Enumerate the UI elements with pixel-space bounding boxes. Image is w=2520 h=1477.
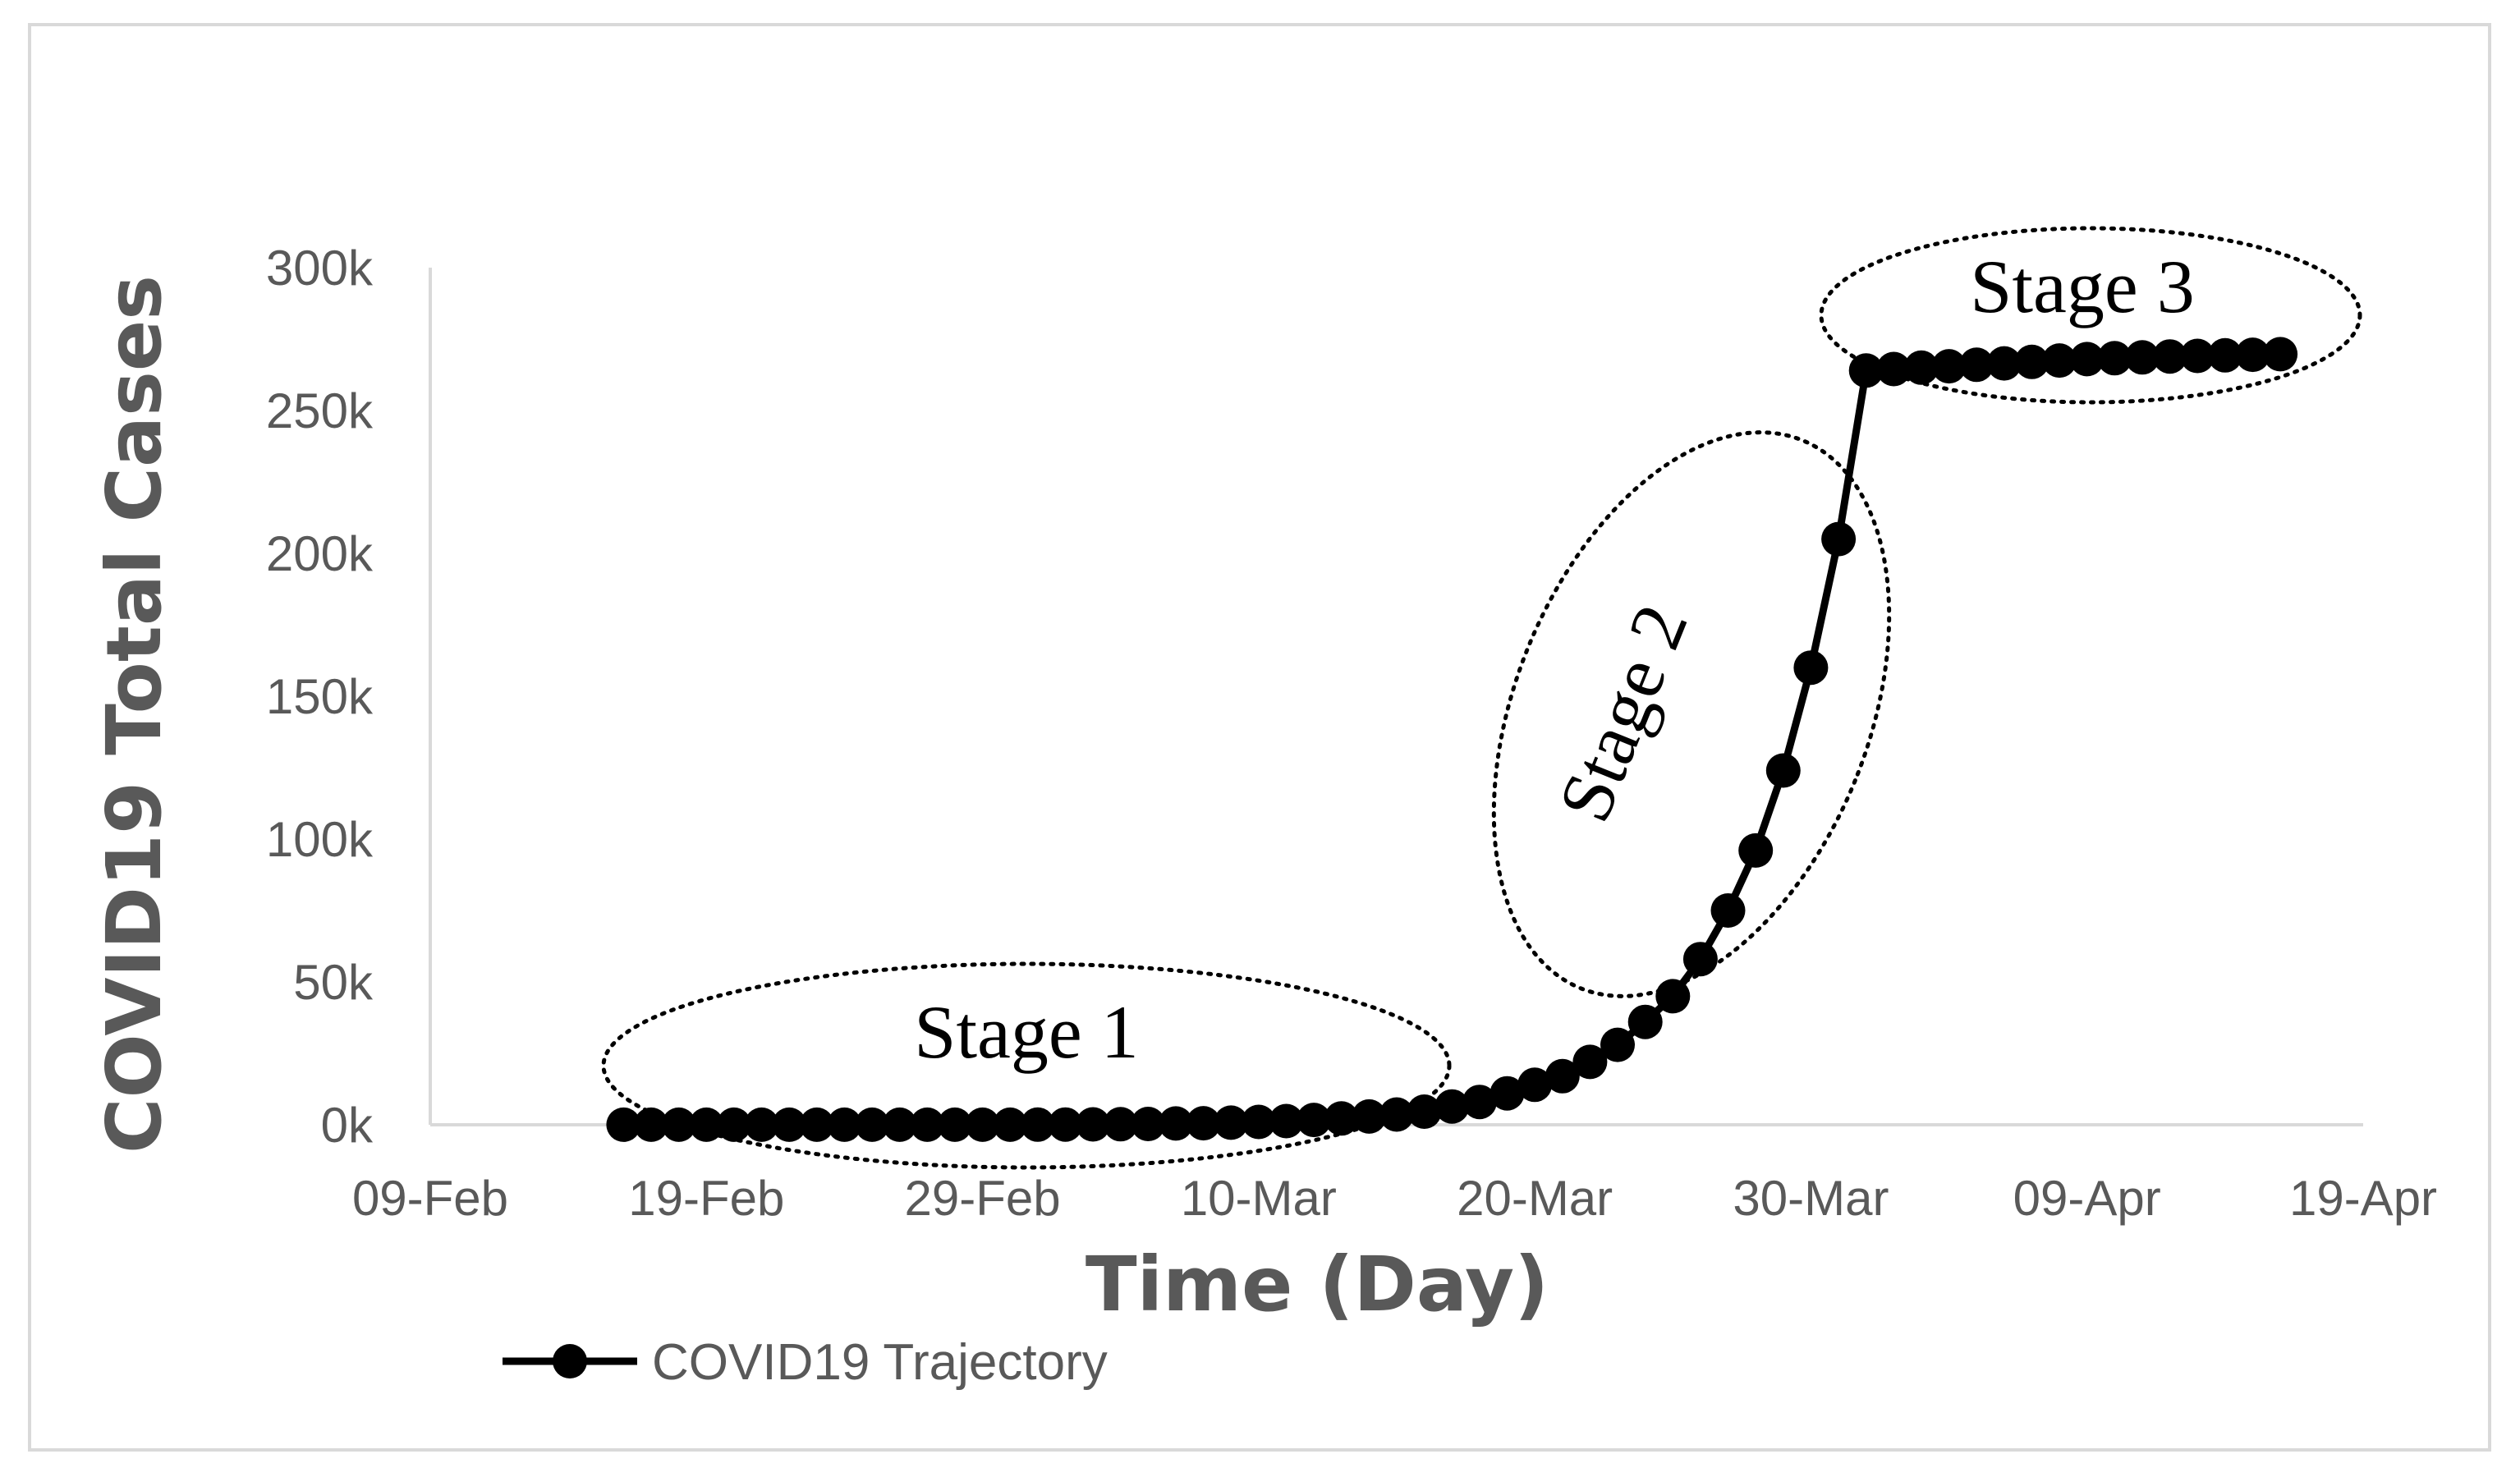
data-point [965, 1107, 1000, 1142]
x-tick-label: 20-Mar [1457, 1171, 1613, 1226]
data-point [2263, 337, 2298, 372]
data-point [1710, 893, 1746, 928]
data-point [1655, 979, 1691, 1014]
stage-1-ellipse [601, 961, 1452, 1170]
legend-point-marker [553, 1344, 587, 1378]
x-tick-labels: 09-Feb 19-Feb 29-Feb 10-Mar 20-Mar 30-Mar 09-A… [352, 1171, 2437, 1226]
x-tick-label: 09-Apr [2013, 1171, 2161, 1226]
x-tick-label: 19-Apr [2289, 1171, 2437, 1226]
data-point [1076, 1107, 1111, 1142]
x-axis-title: Time (Day) [1086, 1241, 1549, 1328]
stage-1-label: Stage 1 [914, 990, 1138, 1074]
data-point [1876, 351, 1912, 387]
stage-3-ellipse [1819, 226, 2362, 405]
data-point [689, 1107, 724, 1142]
data-point [1627, 1004, 1663, 1039]
data-point [716, 1107, 751, 1142]
data-point [1103, 1107, 1138, 1142]
data-point [772, 1107, 807, 1142]
data-point [1214, 1105, 1249, 1140]
data-point [1600, 1027, 1635, 1062]
data-point [1159, 1106, 1193, 1141]
data-point [1352, 1099, 1387, 1134]
y-tick-label: 200k [266, 526, 374, 581]
data-point [1903, 350, 1939, 385]
data-point [1490, 1076, 1525, 1111]
data-point [2235, 337, 2270, 373]
data-point [1821, 521, 1857, 557]
y-tick-label: 50k [293, 955, 374, 1010]
data-point [1324, 1101, 1359, 1136]
y-tick-label: 300k [266, 241, 374, 296]
data-point [937, 1107, 972, 1142]
data-point [1517, 1067, 1553, 1103]
data-point [2014, 344, 2050, 379]
data-point [1793, 650, 1829, 686]
x-tick-label: 29-Feb [905, 1171, 1061, 1226]
data-point [2097, 341, 2132, 376]
data-point [606, 1107, 641, 1142]
data-point [634, 1107, 668, 1142]
data-point [1462, 1085, 1497, 1120]
data-point [2152, 339, 2187, 374]
series-line-covid19-trajectory [623, 350, 2281, 1129]
data-point [1765, 753, 1801, 788]
y-tick-label: 0k [321, 1098, 374, 1153]
y-tick-label: 100k [266, 812, 374, 867]
data-point [1572, 1044, 1608, 1080]
data-point [1407, 1094, 1442, 1129]
x-tick-label: 19-Feb [628, 1171, 784, 1226]
data-point [1848, 353, 1884, 388]
data-point [910, 1107, 945, 1142]
data-point [1931, 349, 1967, 384]
data-point [2069, 342, 2105, 377]
y-tick-labels: 0k 50k 100k 150k 200k 250k 300k [266, 241, 374, 1153]
data-point [2207, 337, 2242, 373]
data-point [2125, 340, 2160, 375]
data-point [2180, 338, 2215, 374]
data-point [1545, 1058, 1580, 1094]
data-point [1269, 1103, 1304, 1139]
data-point [827, 1107, 862, 1142]
series-points [606, 337, 2298, 1142]
data-point [661, 1107, 696, 1142]
data-point [1297, 1103, 1332, 1138]
data-point [744, 1107, 779, 1142]
data-point [882, 1107, 917, 1142]
data-point [993, 1107, 1028, 1142]
data-point [1241, 1104, 1276, 1140]
x-tick-label: 09-Feb [352, 1171, 508, 1226]
x-tick-label: 30-Mar [1733, 1171, 1889, 1226]
data-point [2042, 343, 2077, 378]
x-tick-label: 10-Mar [1181, 1171, 1337, 1226]
data-point [1379, 1097, 1414, 1132]
y-tick-label: 250k [266, 383, 374, 438]
stage-3-label: Stage 3 [1970, 245, 2194, 328]
data-point [1959, 347, 1994, 383]
stage-2-ellipse [1491, 430, 1892, 998]
data-point [1048, 1107, 1083, 1142]
chart-frame [28, 23, 2491, 1452]
legend-label: COVID19 Trajectory [652, 1334, 1108, 1391]
data-point [1682, 942, 1718, 977]
data-point [1186, 1106, 1221, 1141]
data-point [1986, 346, 2022, 381]
data-point [855, 1107, 890, 1142]
y-tick-label: 150k [266, 669, 374, 724]
stage-2-label: Stage 2 [1542, 594, 1704, 833]
y-axis-title: COVID19 Total Cases [90, 275, 178, 1154]
data-point [799, 1107, 834, 1142]
data-point [1131, 1107, 1166, 1141]
data-point [1020, 1107, 1055, 1142]
data-point [1738, 833, 1774, 868]
legend: COVID19 Trajectory [503, 1334, 1108, 1391]
data-point [1434, 1089, 1470, 1124]
